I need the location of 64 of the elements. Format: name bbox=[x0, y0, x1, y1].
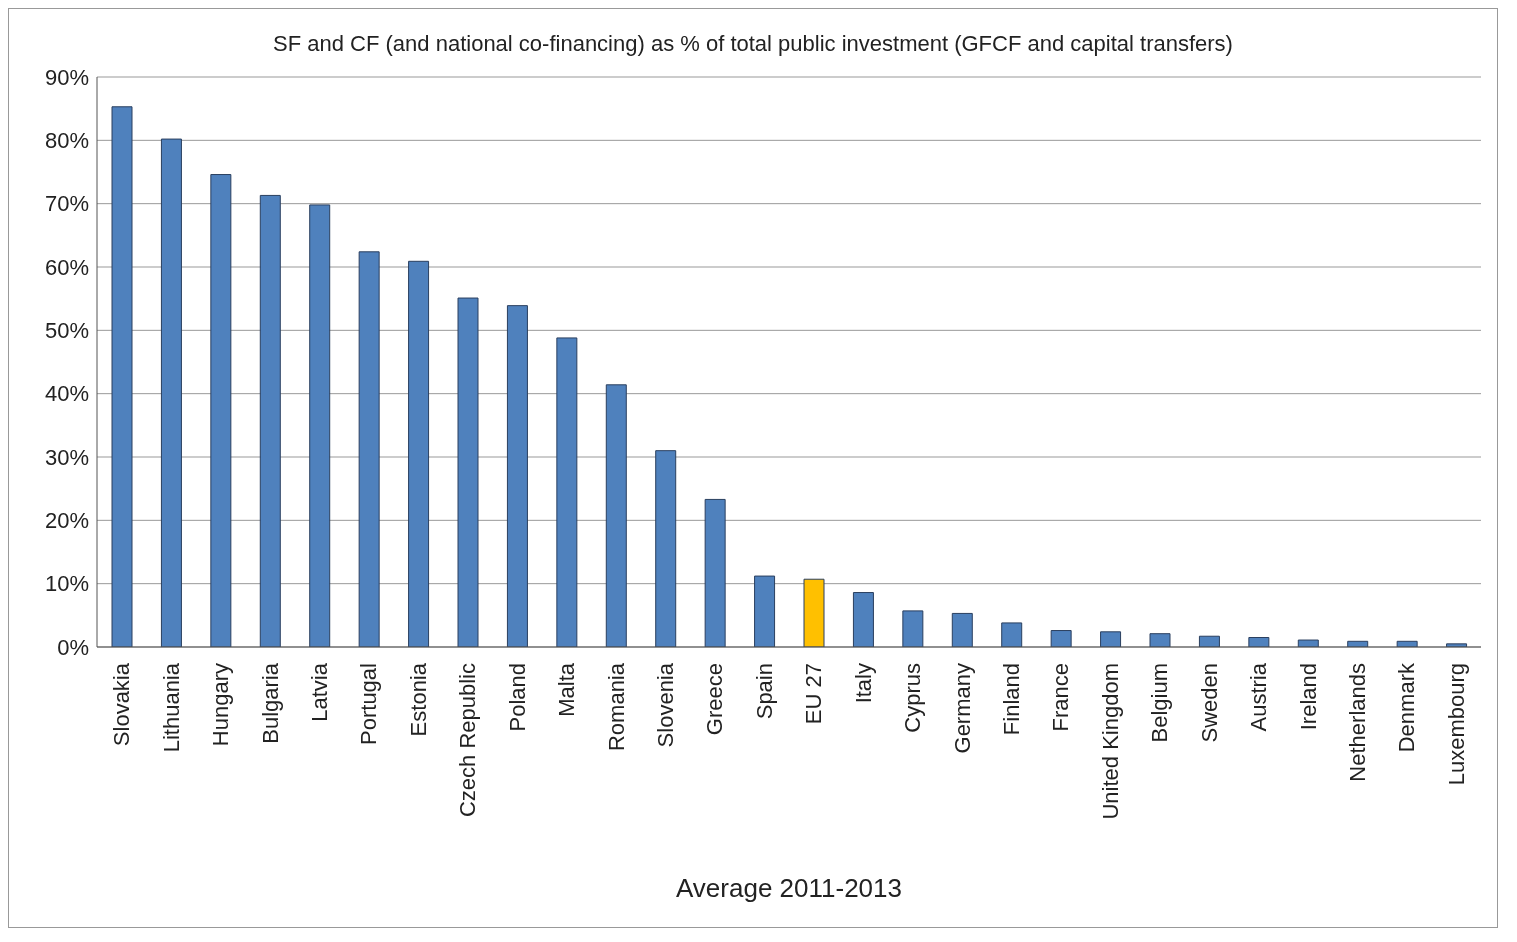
bar bbox=[358, 251, 380, 647]
x-tick-label: Netherlands bbox=[1344, 663, 1370, 782]
bar bbox=[803, 578, 825, 647]
bar bbox=[457, 297, 479, 647]
bar bbox=[754, 575, 776, 647]
x-tick-label: Slovenia bbox=[652, 662, 678, 748]
bar bbox=[704, 498, 726, 647]
x-tick-label: Poland bbox=[504, 663, 530, 732]
bar bbox=[605, 384, 627, 647]
x-tick-label: France bbox=[1048, 663, 1074, 732]
x-tick-label: Belgium bbox=[1147, 663, 1173, 743]
y-tick-label: 30% bbox=[44, 444, 89, 470]
x-tick-label: EU 27 bbox=[801, 663, 827, 725]
x-tick-label: Hungary bbox=[208, 663, 234, 747]
x-tick-label: Greece bbox=[702, 663, 728, 736]
x-tick-label: Lithuania bbox=[158, 662, 184, 753]
x-tick-label: Spain bbox=[751, 663, 777, 720]
bar bbox=[111, 106, 133, 647]
x-tick-label: Malta bbox=[554, 662, 580, 717]
bar bbox=[1248, 637, 1270, 647]
x-tick-label: Italy bbox=[850, 663, 876, 704]
x-tick-label: Luxembourg bbox=[1443, 663, 1469, 786]
bar bbox=[506, 305, 528, 647]
y-tick-label: 90% bbox=[44, 64, 89, 90]
x-tick-label: Romania bbox=[603, 662, 629, 752]
x-axis-title: Average 2011-2013 bbox=[675, 873, 903, 903]
y-tick-label: 70% bbox=[44, 191, 89, 217]
y-tick-label: 0% bbox=[57, 634, 89, 660]
chart-title: SF and CF (and national co-financing) as % of total public investment (GFCF and capital transfers) bbox=[272, 31, 1234, 57]
y-tick-label: 10% bbox=[44, 571, 89, 597]
bar bbox=[1149, 633, 1171, 647]
x-tick-label: Czech Republic bbox=[455, 663, 481, 818]
x-tick-label: Portugal bbox=[356, 663, 382, 745]
x-tick-label: Finland bbox=[998, 663, 1024, 736]
bar bbox=[1297, 639, 1319, 647]
x-tick-label: Ireland bbox=[1295, 663, 1321, 731]
y-tick-label: 60% bbox=[44, 254, 89, 280]
x-tick-label: Bulgaria bbox=[257, 662, 283, 744]
x-tick-label: Germany bbox=[949, 663, 975, 754]
bar bbox=[655, 450, 677, 647]
x-tick-label: Austria bbox=[1246, 662, 1272, 732]
bar bbox=[1050, 630, 1072, 647]
bar bbox=[408, 260, 430, 647]
bar bbox=[902, 610, 924, 647]
y-tick-label: 20% bbox=[44, 508, 89, 534]
bar bbox=[160, 138, 182, 647]
y-tick-label: 40% bbox=[44, 381, 89, 407]
bar bbox=[951, 612, 973, 647]
y-tick-label: 80% bbox=[44, 128, 89, 154]
y-tick-label: 50% bbox=[44, 318, 89, 344]
bar bbox=[309, 204, 331, 647]
x-tick-label: Latvia bbox=[306, 662, 332, 722]
bar bbox=[259, 194, 281, 647]
x-tick-label: Sweden bbox=[1196, 663, 1222, 743]
x-tick-label: United Kingdom bbox=[1097, 663, 1123, 820]
x-tick-label: Cyprus bbox=[900, 663, 926, 733]
bar bbox=[210, 174, 232, 647]
x-tick-label: Slovakia bbox=[109, 662, 135, 747]
x-tick-label: Estonia bbox=[405, 662, 431, 737]
x-tick-label: Denmark bbox=[1394, 662, 1420, 753]
bar bbox=[1001, 622, 1023, 647]
bar bbox=[556, 337, 578, 647]
bar bbox=[852, 592, 874, 647]
bar bbox=[1100, 631, 1122, 647]
